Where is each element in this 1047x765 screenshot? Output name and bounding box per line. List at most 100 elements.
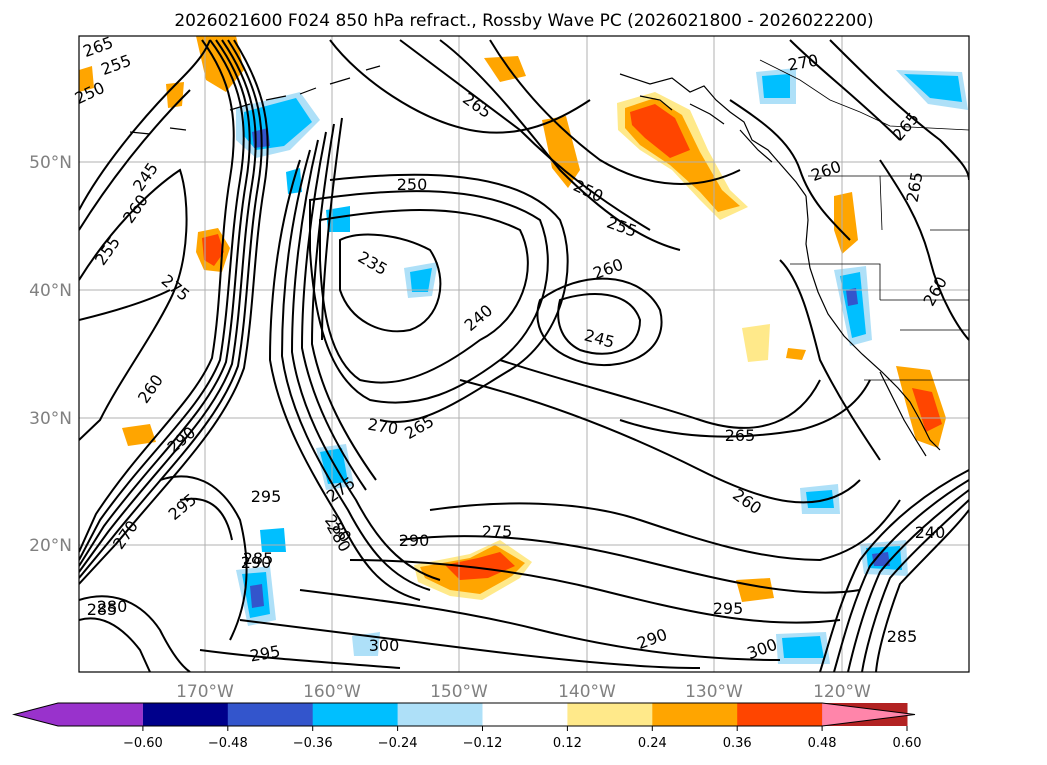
contour-center-255: [499, 359, 821, 429]
contour-label: 285: [887, 627, 918, 646]
colorbar-tick-label: −0.48: [208, 736, 248, 751]
lon-label-150w: 150°W: [430, 682, 488, 702]
anomaly-blob-dateline-max: [202, 234, 224, 266]
contour-subtrop-290: [239, 619, 701, 669]
contour-label: 300: [369, 636, 400, 655]
colorbar-segment: [312, 703, 399, 726]
anomaly-blob-gulf-alaska-max: [630, 104, 690, 158]
us-west-coast: [805, 195, 941, 451]
contour-north-250: [329, 39, 591, 134]
anomaly-blob-east-2: [742, 324, 770, 362]
contour-label: 285: [87, 600, 118, 619]
lon-label-130w: 130°W: [685, 682, 743, 702]
contour-label: 280: [97, 597, 128, 616]
contour-jet-1: [79, 39, 245, 561]
anomaly-blob-west-edge: [79, 66, 94, 92]
colorbar-segment: [142, 703, 229, 726]
colorbar-segment: [227, 703, 314, 726]
contour-west-4: [179, 497, 233, 541]
contour-low-240: [319, 209, 529, 384]
contour-center-245: [557, 293, 642, 355]
contour-left-2: [79, 89, 191, 231]
anomaly-blob-w-4: [260, 528, 286, 552]
map-title: 2026021600 F024 850 hPa refract., Rossby…: [174, 11, 873, 31]
colorbar-outline: [12, 702, 916, 727]
anomaly-blob-mid-2-core: [410, 268, 432, 292]
colorbar-tick-label: −0.12: [463, 736, 503, 751]
lat-label-50n: 50°N: [29, 153, 72, 173]
colorbar-tick-label: 0.48: [808, 736, 837, 751]
colorbar-tick-label: 0.12: [553, 736, 582, 751]
contour-label: 290: [241, 553, 272, 572]
colorbar-segment: [482, 703, 568, 726]
anomaly-blob-ca-coast: [834, 192, 858, 254]
contour-label: 285: [243, 549, 274, 568]
contour-low-250: [329, 173, 569, 423]
contour-ne-3: [879, 159, 969, 341]
contour-east-jet-1: [819, 469, 969, 672]
contour-west-2: [79, 617, 151, 672]
contour-east-jet-3: [847, 489, 969, 672]
contour-north-265: [489, 39, 741, 185]
lat-label-30n: 30°N: [29, 409, 72, 429]
contour-jet-3: [79, 39, 257, 573]
colorbar-tick-label: −0.36: [293, 736, 333, 751]
anomaly-blob-se-2-core: [782, 636, 824, 658]
colorbar-ticks: −0.60 −0.48 −0.36 −0.24 −0.12 0.12 0.24 0.36 0.4…: [123, 726, 921, 751]
contour-subtrop-265: [619, 379, 871, 438]
colorbar-segment-min: [58, 703, 143, 726]
contour-north-260: [439, 39, 681, 251]
anomaly-blob-north: [484, 56, 526, 82]
colorbar-tick-label: 0.36: [723, 736, 752, 751]
colorbar-segment: [397, 703, 483, 726]
contour-trough-5: [310, 123, 377, 481]
contour-bc-1: [729, 99, 851, 241]
contour-jet-4: [79, 39, 263, 579]
contour-label: 265: [725, 426, 756, 445]
contour-label: 275: [482, 522, 513, 541]
contour-west-3: [159, 475, 248, 641]
colorbar-extend-min: [14, 703, 58, 726]
anomaly-blob-baja-max: [912, 388, 942, 432]
anomaly-blob-bc-core: [762, 74, 790, 98]
contour-subtrop-285: [299, 589, 781, 661]
contour-subtrop-275: [399, 535, 861, 594]
lon-label-170w: 170°W: [176, 682, 234, 702]
contour-north-255: [399, 39, 651, 231]
anomaly-blob-se-max: [872, 552, 890, 566]
contour-low-235: [339, 233, 442, 333]
contour-ne-1: [789, 39, 901, 141]
bc-islands: [639, 95, 773, 163]
colorbar: [12, 702, 916, 727]
contour-label: 250: [397, 175, 428, 194]
anomaly-blob-w-1: [352, 632, 380, 656]
contour-jet-6: [79, 39, 235, 553]
baja-peninsula: [879, 371, 927, 457]
map-content: [79, 36, 969, 672]
anomaly-blob-west-1: [122, 424, 156, 446]
colorbar-tick-label: 0.60: [893, 736, 922, 751]
contour-label: 295: [251, 487, 282, 506]
map-frame: [78, 35, 970, 673]
lat-label-40n: 40°N: [29, 281, 72, 301]
contour-left-3: [79, 168, 188, 441]
contour-left-1: [79, 39, 211, 211]
contour-label: 295: [713, 599, 744, 618]
anomaly-blob-sw-max: [250, 584, 264, 608]
contour-west-1: [79, 595, 191, 672]
canada-border: [759, 59, 969, 131]
contour-trough-1: [268, 159, 421, 601]
contour-center-260: [459, 379, 861, 504]
colorbar-segment: [737, 703, 823, 726]
anomaly-blob-se-3-core: [806, 490, 834, 508]
contour-jet-2: [79, 39, 251, 567]
contour-trough-3: [290, 139, 441, 581]
contour-left-4: [79, 289, 171, 321]
colorbar-tick-label: 0.24: [638, 736, 667, 751]
contour-trough-6: [321, 117, 343, 341]
lon-label-160w: 160°W: [303, 682, 361, 702]
contour-label: 290: [399, 531, 430, 550]
colorbar-segment: [567, 703, 653, 726]
contour-label: 240: [915, 523, 946, 542]
